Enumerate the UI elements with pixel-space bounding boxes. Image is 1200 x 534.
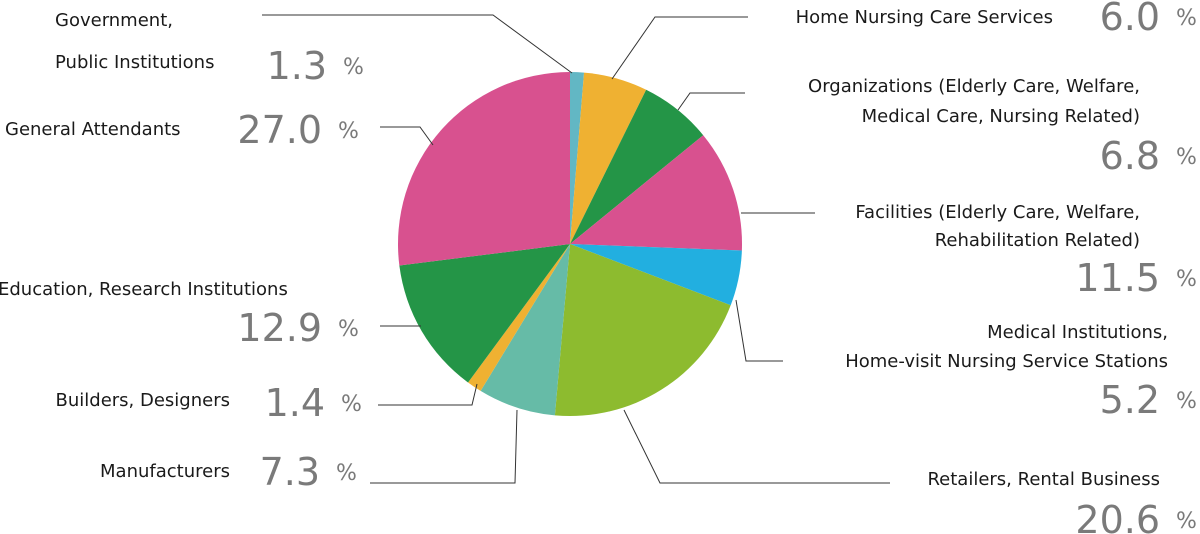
category-label: Education, Research Institutions bbox=[0, 279, 288, 300]
value-label: 27.0 bbox=[237, 108, 322, 152]
unit-label: % bbox=[343, 55, 364, 80]
pie-slice bbox=[468, 244, 570, 391]
leader-line bbox=[370, 409, 518, 484]
category-label: Home Nursing Care Services bbox=[795, 7, 1053, 28]
leader-line bbox=[611, 16, 748, 80]
pie-slice bbox=[570, 135, 742, 251]
pie-slice bbox=[397, 72, 570, 266]
unit-label: % bbox=[1176, 6, 1197, 31]
category-label: Government, Public Institutions bbox=[55, 10, 215, 73]
category-label: Organizations (Elderly Care, Welfare, Me… bbox=[808, 76, 1140, 127]
category-label: Medical Institutions, Home-visit Nursing… bbox=[845, 322, 1168, 372]
category-label: Manufacturers bbox=[100, 461, 230, 482]
value-label: 12.9 bbox=[237, 306, 322, 350]
value-label: 6.0 bbox=[1099, 0, 1160, 39]
unit-label: % bbox=[338, 119, 359, 144]
leader-line bbox=[623, 409, 890, 484]
value-label: 7.3 bbox=[259, 450, 320, 494]
unit-label: % bbox=[341, 392, 362, 417]
pie-slice bbox=[480, 244, 570, 416]
value-label: 6.8 bbox=[1099, 134, 1160, 178]
leader-line bbox=[735, 299, 783, 362]
pie-slice bbox=[570, 89, 704, 244]
value-label: 20.6 bbox=[1075, 498, 1160, 534]
leader-line bbox=[677, 92, 745, 111]
leader-line bbox=[378, 383, 478, 406]
category-label: Retailers, Rental Business bbox=[927, 469, 1160, 490]
category-label: Builders, Designers bbox=[55, 390, 230, 411]
pie-slice bbox=[570, 72, 647, 245]
category-label: Facilities (Elderly Care, Welfare, Rehab… bbox=[855, 202, 1140, 251]
pie-slice bbox=[570, 244, 742, 306]
unit-label: % bbox=[338, 317, 359, 342]
leader-line bbox=[262, 14, 573, 74]
pie-slice bbox=[399, 244, 570, 383]
unit-label: % bbox=[1176, 509, 1197, 534]
unit-label: % bbox=[1176, 389, 1197, 414]
unit-label: % bbox=[1176, 145, 1197, 170]
value-label: 1.4 bbox=[264, 381, 325, 425]
leader-line bbox=[380, 126, 434, 146]
pie-slice bbox=[554, 244, 731, 417]
value-label: 5.2 bbox=[1099, 378, 1160, 422]
value-label: 1.3 bbox=[266, 44, 327, 88]
value-label: 11.5 bbox=[1075, 256, 1160, 300]
pie-slice bbox=[570, 72, 585, 244]
unit-label: % bbox=[1176, 267, 1197, 292]
category-label: General Attendants bbox=[5, 119, 181, 140]
unit-label: % bbox=[336, 461, 357, 486]
